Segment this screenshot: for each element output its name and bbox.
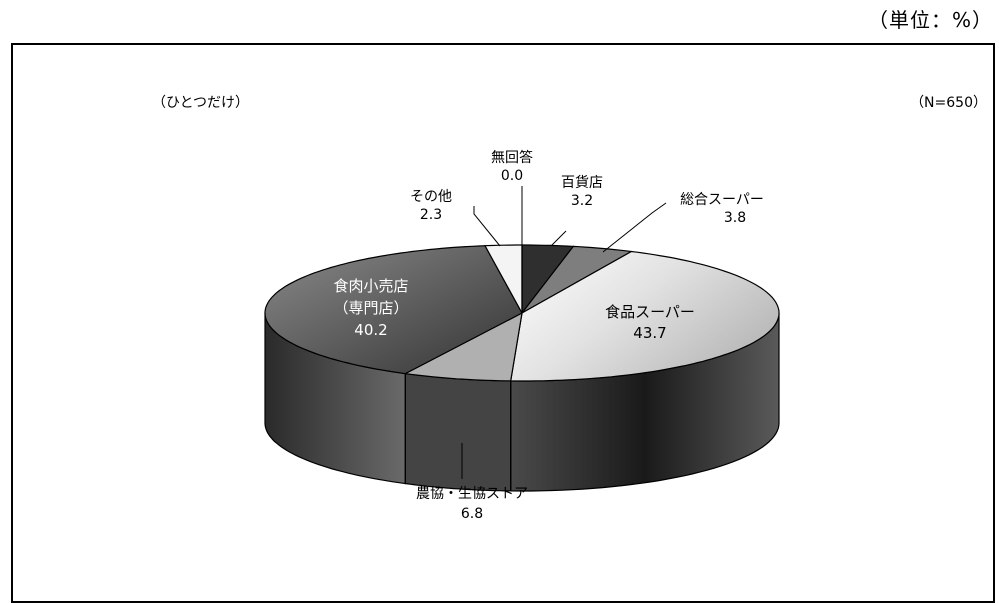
slice-label-5: その他 — [410, 189, 452, 205]
pie-chart: 百貨店 3.2 総合スーパー 3.8 食品スーパー 43.7 農協・生協ストア 6.8 食肉小売… — [264, 149, 780, 522]
leader-lines — [461, 186, 667, 479]
pie-slice-1 — [521, 245, 634, 314]
slice-label-0: 百貨店 — [561, 174, 603, 191]
slice-labels: 百貨店 3.2 総合スーパー 3.8 食品スーパー 43.7 農協・生協ストア 6.8 食肉小売… — [333, 149, 763, 522]
slice-label-1: 総合スーパー — [680, 192, 764, 208]
pie-slice-3 — [403, 311, 523, 382]
slice-value-6: 0.0 — [501, 168, 523, 184]
slice-value-1: 3.8 — [724, 210, 746, 226]
slice-label-3: 農協・生協ストア — [416, 486, 528, 502]
slice-value-5: 2.3 — [420, 207, 442, 223]
pie-slice-5 — [484, 244, 523, 314]
slice-value-3: 6.8 — [461, 506, 483, 522]
slice-label-6: 無回答 — [491, 149, 533, 166]
instruction-text: （ひとつだけ） — [152, 95, 250, 111]
pie-side-3 — [404, 372, 512, 492]
slice-label-4: 食肉小売店 — [333, 277, 408, 295]
sample-size: （N=650） — [910, 95, 987, 111]
slice-label-2: 食品スーパー — [605, 303, 695, 321]
pie-tops — [264, 244, 780, 382]
pie-slice-4 — [264, 245, 523, 375]
slice-value-2: 43.7 — [633, 324, 666, 342]
pie-sides — [264, 312, 780, 492]
slice-sublabel-4: （専門店） — [333, 299, 408, 317]
slice-value-0: 3.2 — [571, 193, 593, 209]
pie-slice-2 — [509, 250, 780, 382]
slice-value-4: 40.2 — [354, 321, 387, 339]
unit-label: （単位：%） — [867, 8, 993, 32]
